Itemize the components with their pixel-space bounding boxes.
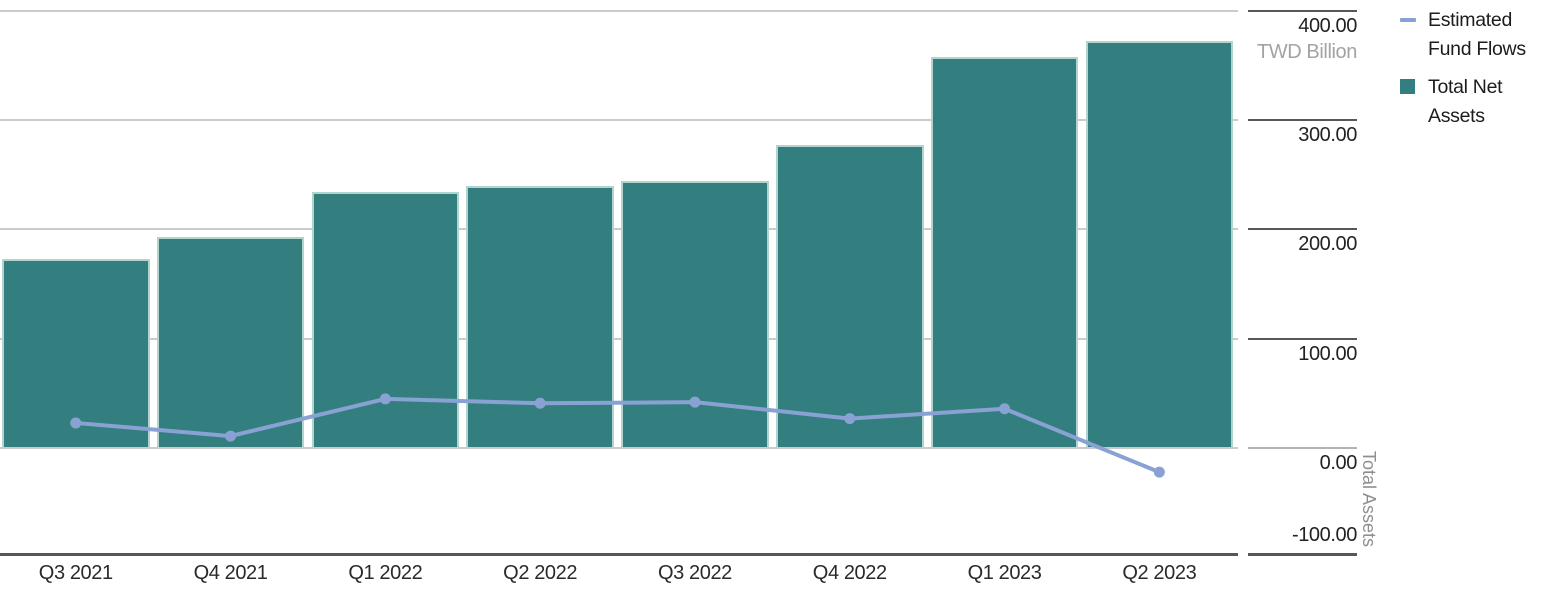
bar-q1-2022[interactable]	[311, 192, 460, 447]
y-tick-200	[1248, 228, 1357, 230]
y-tick-label-400: 400.00	[1298, 15, 1357, 37]
y-axis-unit-label: TWD Billion	[1256, 41, 1357, 63]
estimated-fund-flows-line	[70, 393, 1165, 478]
line-swatch-icon	[1400, 18, 1416, 22]
point-q1-2022[interactable]	[379, 393, 391, 405]
point-q4-2021[interactable]	[225, 430, 237, 442]
x-label-q3-2021: Q3 2021	[38, 562, 113, 584]
gridline-400	[0, 10, 1238, 12]
y-tick-100	[1248, 338, 1357, 340]
gridline-200	[0, 228, 1238, 230]
point-q1-2023[interactable]	[999, 403, 1011, 415]
gridline-0	[0, 447, 1238, 449]
point-q2-2023[interactable]	[1153, 466, 1165, 478]
gridline-300	[0, 119, 1238, 121]
y-tick-label-0: 0.00	[1319, 452, 1358, 474]
y-tick-label--100: -100.00	[1291, 524, 1357, 546]
point-q4-2022[interactable]	[844, 413, 856, 425]
x-label-q4-2021: Q4 2021	[193, 562, 268, 584]
bar-q2-2023[interactable]	[1085, 41, 1234, 447]
gridline-100	[0, 338, 1238, 340]
chart-legend: Estimated Fund Flows Total Net Assets	[1400, 6, 1555, 140]
point-q2-2022[interactable]	[534, 397, 546, 409]
plot-area	[0, 10, 1238, 556]
x-axis-line	[0, 553, 1238, 556]
y-tick-400	[1248, 10, 1357, 12]
x-label-q4-2022: Q4 2022	[812, 562, 887, 584]
x-label-q2-2023: Q2 2023	[1122, 562, 1197, 584]
x-label-q3-2022: Q3 2022	[657, 562, 732, 584]
legend-item-estimated-fund-flows[interactable]: Estimated Fund Flows	[1400, 6, 1555, 64]
y-axis-title: Total Assets	[1359, 451, 1379, 548]
point-q3-2022[interactable]	[689, 396, 701, 408]
bar-q1-2023[interactable]	[930, 56, 1079, 447]
y-tick--100	[1248, 553, 1357, 556]
x-label-q1-2023: Q1 2023	[967, 562, 1042, 584]
y-tick-label-200: 200.00	[1298, 233, 1357, 255]
fund-flows-polyline	[75, 396, 1161, 475]
y-tick-label-300: 300.00	[1298, 124, 1357, 146]
legend-label: Total Net Assets	[1428, 76, 1503, 127]
x-label-q1-2022: Q1 2022	[348, 562, 423, 584]
bar-q3-2021[interactable]	[2, 258, 150, 447]
square-swatch-icon	[1400, 79, 1415, 94]
legend-label: Estimated Fund Flows	[1428, 9, 1526, 60]
x-label-q2-2022: Q2 2022	[503, 562, 578, 584]
y-tick-300	[1248, 119, 1357, 121]
legend-item-total-net-assets[interactable]: Total Net Assets	[1400, 73, 1555, 131]
y-tick-label-100: 100.00	[1298, 343, 1357, 365]
y-tick-0	[1248, 447, 1357, 449]
bar-q4-2022[interactable]	[776, 145, 924, 447]
bar-q4-2021[interactable]	[156, 237, 305, 447]
point-q3-2021[interactable]	[70, 417, 82, 429]
